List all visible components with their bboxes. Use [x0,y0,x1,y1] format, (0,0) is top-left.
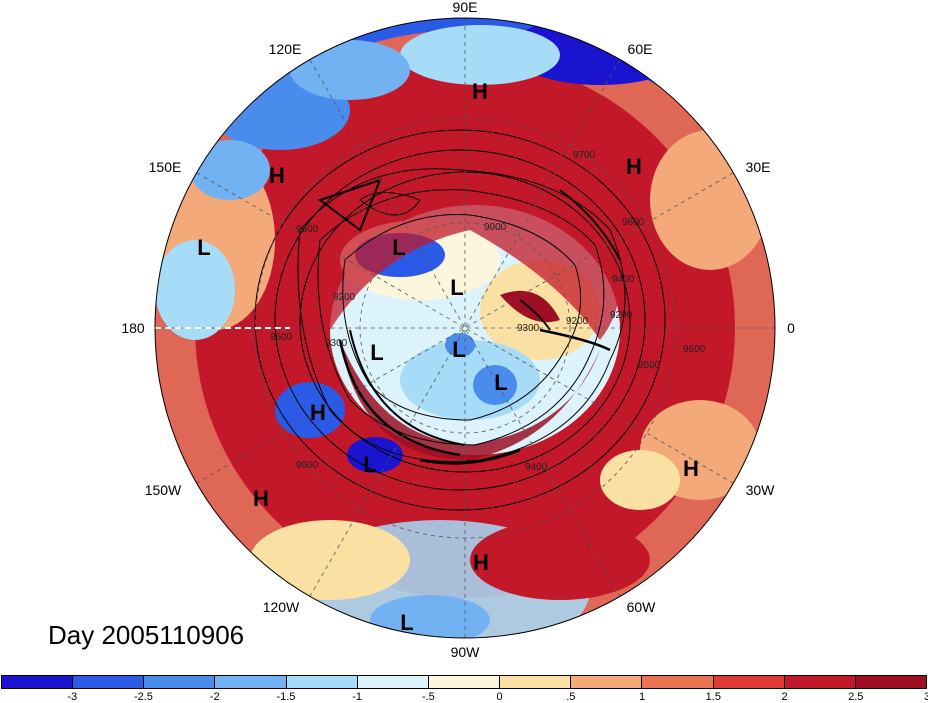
lon-label-30w: 30W [746,482,776,498]
contour-label: 9600 [270,332,293,343]
colorbar-tick-label: 1.5 [705,691,721,703]
pressure-center-low: L [450,275,463,300]
day-label: Day 2005110906 [48,620,245,650]
contour-label: 9200 [610,310,633,321]
colorbar-tick-label: 2 [781,691,788,703]
colorbar-segment [2,676,74,688]
colorbar-segment [73,676,145,688]
lon-label-90e: 90E [453,0,478,15]
colorbar-tick-label: 3 [923,691,928,703]
pressure-center-low: L [392,235,405,260]
contour-label: 9200 [566,316,589,327]
pressure-center-low: L [363,452,376,477]
colorbar-segment [286,676,358,688]
contour-label: 9000 [484,222,507,233]
colorbar-segment [571,676,643,688]
pressure-center-low: L [452,337,465,362]
pressure-center-high: H [473,550,489,575]
colorbar-segment [144,676,216,688]
contour-label: 9200 [333,292,356,303]
colorbar-tick-label: -3 [67,691,78,703]
lon-label-120w: 120W [263,599,300,615]
colorbar-segment [428,676,501,688]
colorbar-tick-label: -.5 [421,691,435,703]
lon-label-30e: 30E [746,159,771,175]
colorbar-segment [500,676,572,688]
pressure-center-high: H [683,456,699,481]
contour-label: 9700 [573,150,596,161]
colorbar-tick-label: 2.5 [848,691,864,703]
lon-label-180: 180 [121,320,145,336]
pressure-center-high: H [253,486,269,511]
pressure-center-high: H [626,154,642,179]
pressure-center-high: H [269,163,285,188]
pressure-center-low: L [400,610,413,635]
colorbar [1,675,927,689]
anomaly-field [155,18,775,638]
contour-label: 9600 [296,460,319,471]
pressure-center-high: H [472,79,488,104]
lon-label-0: 0 [787,320,795,336]
lon-label-150w: 150W [145,482,182,498]
colorbar-segment [357,676,429,688]
colorbar-segment [642,676,714,688]
pressure-center-low: L [197,235,210,260]
contour-label: 9500 [638,360,661,371]
colorbar-segment [215,676,287,688]
pressure-center-high: H [310,400,326,425]
colorbar-tick-label: 1 [639,691,646,703]
pressure-center-low: L [494,370,507,395]
lon-label-60e: 60E [628,41,653,57]
colorbar-tick-label: -2 [209,691,220,703]
globe-border [154,17,776,639]
contour-label: 9400 [612,274,635,285]
contour-label: 9300 [325,338,348,349]
contour-label: 9600 [296,224,319,235]
contour-label: 9600 [683,344,706,355]
colorbar-segment [855,676,927,688]
lon-label-150e: 150E [149,159,182,175]
colorbar-tick-label: -1.5 [276,691,296,703]
colorbar-tick-label: -2.5 [133,691,153,703]
colorbar-tick-label: -1 [352,691,363,703]
lon-label-90w: 90W [451,644,481,660]
contour-label: 9600 [622,217,645,228]
colorbar-tick-label: .5 [566,691,576,703]
colorbar-segment [784,676,856,688]
pressure-center-low: L [370,340,383,365]
lon-label-120e: 120E [269,41,302,57]
lon-label-60w: 60W [627,599,657,615]
colorbar-tick-label: 0 [496,691,503,703]
colorbar-segment [713,676,785,688]
contour-label: 9300 [517,323,540,334]
contour-label: 9400 [525,462,548,473]
